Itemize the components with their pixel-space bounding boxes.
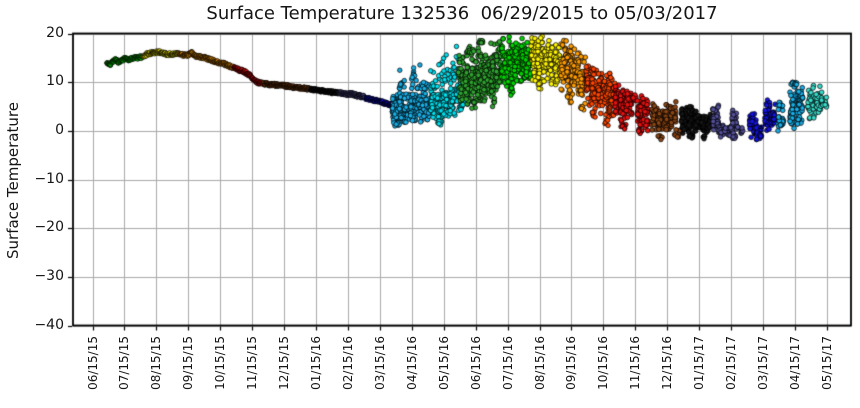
x-tick-label: 01/15/16 bbox=[309, 336, 323, 390]
x-tick-label: 04/15/17 bbox=[787, 336, 802, 390]
x-tick-label: 06/15/15 bbox=[85, 336, 100, 390]
y-tick-label: −10 bbox=[34, 170, 64, 187]
x-tick-label: 02/15/17 bbox=[724, 336, 739, 390]
x-tick-label: 12/15/16 bbox=[660, 336, 675, 390]
x-tick-label: 11/15/16 bbox=[628, 336, 643, 390]
y-tick-label: 10 bbox=[46, 73, 64, 90]
x-tick-label: 12/15/15 bbox=[277, 336, 292, 390]
x-tick-label: 03/15/16 bbox=[372, 336, 387, 390]
y-tick-label: 0 bbox=[55, 121, 64, 138]
x-tick-label: 11/15/15 bbox=[245, 336, 260, 390]
x-tick-label: 08/15/16 bbox=[532, 336, 547, 390]
y-tick-label: −20 bbox=[34, 219, 64, 236]
x-tick-label: 09/15/15 bbox=[181, 336, 196, 390]
x-tick-label: 07/15/16 bbox=[500, 336, 515, 390]
x-tick-label: 03/15/17 bbox=[756, 336, 771, 390]
x-tick-label: 09/15/16 bbox=[564, 336, 579, 390]
x-tick-label: 02/15/16 bbox=[340, 336, 355, 390]
chart-plot-area bbox=[65, 26, 859, 334]
x-tick-label: 05/15/17 bbox=[819, 336, 834, 390]
y-tick-label: −40 bbox=[34, 316, 64, 333]
x-tick-label: 06/15/16 bbox=[468, 336, 483, 390]
y-tick-label: −30 bbox=[34, 267, 64, 284]
x-tick-label: 08/15/15 bbox=[149, 336, 164, 390]
x-tick-label: 05/15/16 bbox=[436, 336, 451, 390]
y-tick-label: 20 bbox=[46, 24, 64, 41]
x-tick-label: 10/15/16 bbox=[596, 336, 611, 390]
x-tick-label: 04/15/16 bbox=[404, 336, 419, 390]
x-tick-label: 01/15/17 bbox=[692, 336, 707, 390]
x-tick-label: 07/15/15 bbox=[117, 336, 132, 390]
x-tick-label: 10/15/15 bbox=[213, 336, 228, 390]
chart-title: Surface Temperature 132536 06/29/2015 to… bbox=[206, 3, 718, 24]
